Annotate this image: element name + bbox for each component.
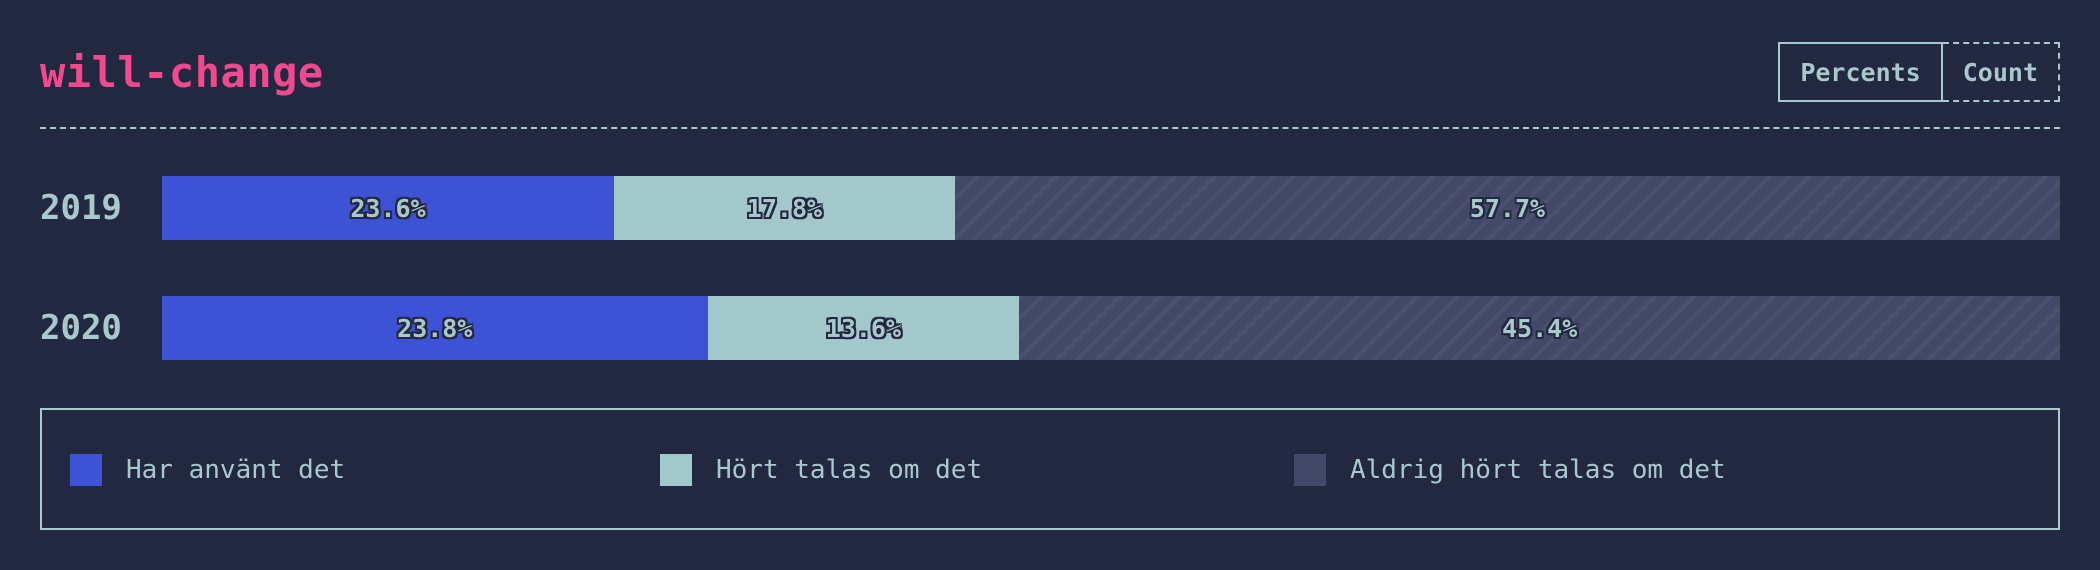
bar-row-2020: 23.8% 13.6% 45.4% — [162, 296, 2060, 360]
bar-segment-never-2020[interactable]: 45.4% — [1019, 296, 2060, 360]
bar-segment-heard-2019[interactable]: 17.8% — [613, 176, 955, 240]
legend-item-heard: Hört talas om det — [660, 454, 982, 486]
legend-item-never: Aldrig hört talas om det — [1294, 454, 1726, 486]
percents-button[interactable]: Percents — [1778, 42, 1943, 102]
bar-segment-used-2019[interactable]: 23.6% — [162, 176, 614, 240]
year-label-2020: 2020 — [40, 308, 122, 348]
bar-segment-used-2020[interactable]: 23.8% — [162, 296, 708, 360]
chart-title: will-change — [40, 48, 324, 97]
legend-swatch-used — [70, 454, 102, 486]
legend-label-used: Har använt det — [126, 455, 346, 485]
stacked-bar-chart: 2019 23.6% 17.8% 57.7% 2020 23.8% 13.6% 45.4% — [40, 176, 2060, 360]
legend-item-used: Har använt det — [70, 454, 345, 486]
count-button[interactable]: Count — [1942, 42, 2060, 102]
year-label-2019: 2019 — [40, 188, 122, 228]
chart-legend: Har använt det Hört talas om det Aldrig hö… — [40, 408, 2060, 530]
legend-label-heard: Hört talas om det — [716, 455, 983, 485]
legend-swatch-heard — [660, 454, 692, 486]
units-toggle: Percents Count — [1778, 42, 2060, 102]
legend-label-never: Aldrig hört talas om det — [1350, 455, 1726, 485]
legend-swatch-never — [1294, 454, 1326, 486]
bar-segment-heard-2020[interactable]: 13.6% — [707, 296, 1020, 360]
chart-header: will-change Percents Count — [40, 40, 2060, 129]
bar-segment-never-2019[interactable]: 57.7% — [954, 176, 2060, 240]
bar-row-2019: 23.6% 17.8% 57.7% — [162, 176, 2060, 240]
